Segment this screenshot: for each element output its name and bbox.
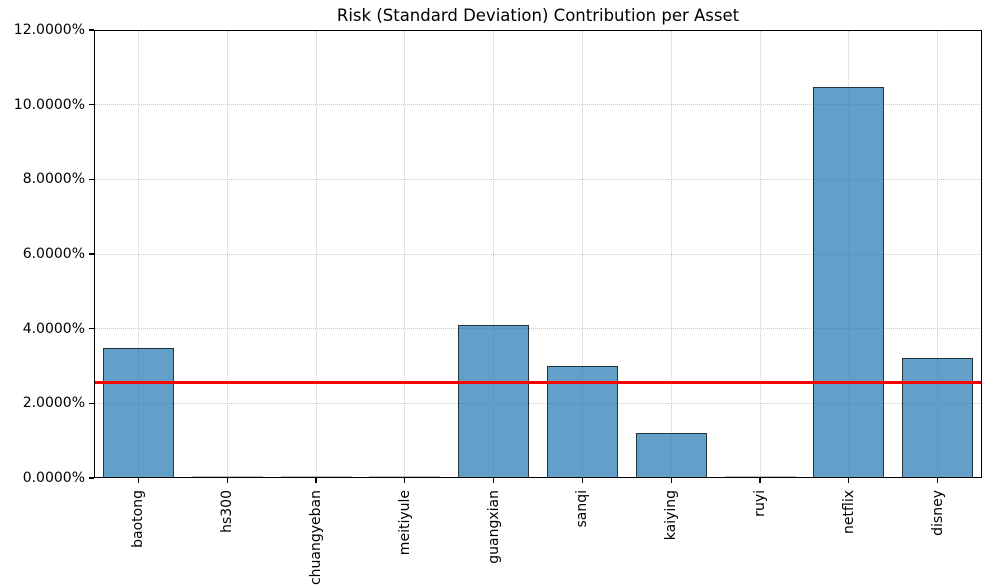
bar-kaiying: [635, 433, 707, 478]
vertical-gridline: [581, 30, 583, 478]
x-axis-tick: [137, 478, 139, 483]
x-axis-tick: [404, 478, 406, 483]
y-axis-tick: [89, 178, 94, 180]
x-axis-tick: [848, 478, 850, 483]
x-tick-label: chuangyeban: [308, 490, 324, 586]
x-tick-label: ruyi: [752, 490, 768, 517]
bar-sanqi: [546, 366, 618, 478]
horizontal-gridline: [94, 104, 982, 106]
vertical-gridline: [404, 30, 406, 478]
horizontal-gridline: [94, 178, 982, 180]
vertical-gridline: [137, 30, 139, 478]
x-tick-label: baotong: [130, 490, 147, 548]
x-axis-tick: [315, 478, 317, 483]
x-tick-label: hs300: [219, 490, 236, 533]
vertical-gridline: [226, 30, 228, 478]
horizontal-gridline: [94, 402, 982, 404]
chart-title: Risk (Standard Deviation) Contribution p…: [336, 6, 740, 25]
bar-guangxian: [458, 324, 530, 478]
vertical-gridline: [670, 30, 672, 478]
horizontal-gridline: [94, 328, 982, 330]
bar-disney: [902, 357, 974, 478]
y-axis-tick: [89, 477, 94, 479]
horizontal-gridline: [94, 253, 982, 255]
y-axis-tick: [89, 328, 94, 330]
x-axis-tick: [226, 478, 228, 483]
x-tick-label: guangxian: [485, 490, 502, 564]
vertical-gridline: [493, 30, 495, 478]
y-axis-tick: [89, 253, 94, 255]
y-tick-label: 10.0000%: [13, 96, 85, 113]
y-tick-label: 6.0000%: [22, 246, 85, 262]
x-axis-tick: [937, 478, 939, 483]
y-axis-tick: [89, 104, 94, 106]
y-axis-tick: [89, 29, 94, 31]
y-tick-label: 12.0000%: [13, 22, 85, 38]
x-tick-label: disney: [929, 490, 946, 536]
x-tick-label: kaiying: [663, 490, 680, 541]
x-axis-tick: [493, 478, 495, 483]
y-tick-label: 4.0000%: [22, 320, 85, 337]
x-axis-tick: [759, 478, 761, 483]
y-axis-tick: [89, 402, 94, 404]
bar-netflix: [813, 87, 885, 478]
vertical-gridline: [759, 30, 761, 478]
y-tick-label: 2.0000%: [22, 395, 85, 412]
x-tick-label: meitiyule: [396, 490, 413, 556]
x-tick-label: netflix: [840, 490, 857, 534]
bar-baotong: [102, 348, 174, 478]
vertical-gridline: [937, 30, 939, 478]
y-tick-label: 0.0000%: [22, 470, 85, 486]
y-tick-label: 8.0000%: [22, 171, 85, 188]
vertical-gridline: [315, 30, 317, 478]
x-axis-tick: [670, 478, 672, 483]
x-tick-label: sanqi: [574, 490, 591, 528]
x-axis-tick: [581, 478, 583, 483]
mean-reference-line: [94, 381, 982, 385]
